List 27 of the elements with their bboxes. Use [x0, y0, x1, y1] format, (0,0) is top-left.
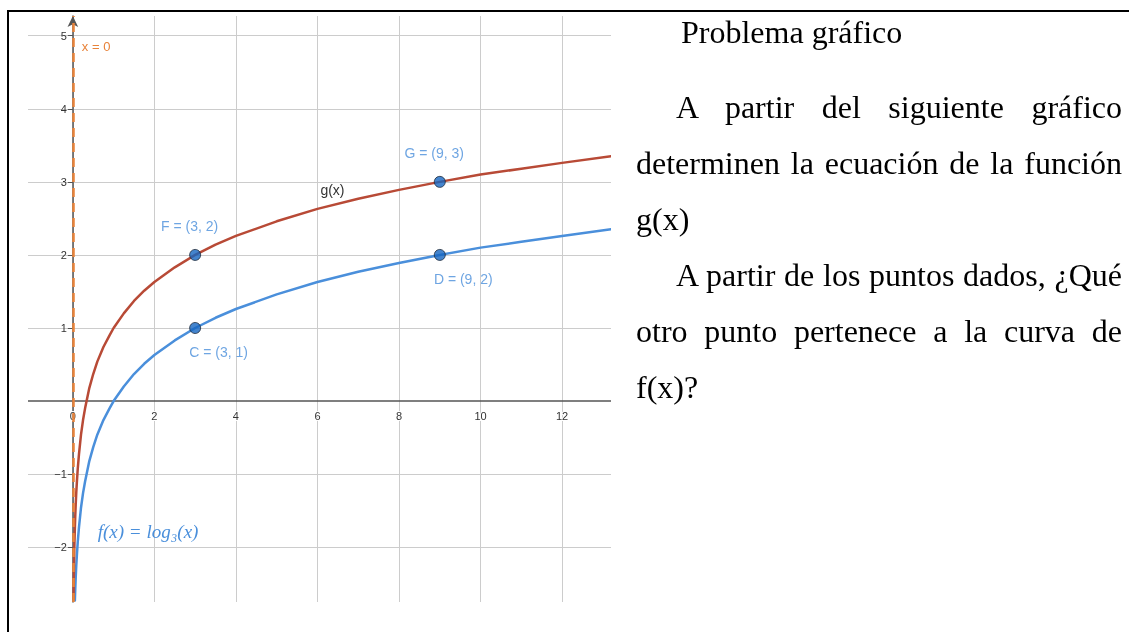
y-tick-label: 4: [60, 102, 67, 115]
text: Problema gráfico: [680, 13, 904, 52]
text: A partir de los puntos dados, ¿Qué otro punto pertenece a la curva de f(x)?: [636, 256, 1122, 407]
data-label: D = (9, 2): [433, 271, 493, 288]
point: [189, 322, 202, 334]
x-tick-label: 2: [151, 409, 158, 422]
series-label: g(x): [320, 181, 345, 198]
point: [433, 175, 446, 188]
data-label: G = (9, 3): [404, 145, 465, 162]
point: [189, 248, 202, 261]
x-tick-label: 8: [395, 409, 403, 422]
y-tick-label: −1: [54, 468, 67, 481]
y-tick-label: 3: [60, 175, 67, 188]
data-label: C = (3, 1): [189, 344, 249, 361]
x-tick-label: 6: [314, 409, 321, 422]
x-tick-label: 4: [232, 409, 239, 422]
y-tick-label: 1: [60, 322, 67, 334]
y-tick-label: 2: [60, 248, 67, 261]
x-tick-label: 12: [555, 409, 569, 422]
ref-line-label: x = 0: [81, 38, 111, 54]
x-tick-label: 10: [474, 409, 487, 422]
y-tick-label: 5: [60, 29, 67, 42]
y-tick-label: −2: [54, 541, 67, 554]
text: A partir del siguiente gráfico determinen la ecuación de la función g(x): [636, 88, 1122, 239]
data-label: F = (3, 2): [161, 218, 219, 235]
series-label: f(x) = log₃(x): [97, 520, 199, 543]
point: [433, 248, 446, 261]
